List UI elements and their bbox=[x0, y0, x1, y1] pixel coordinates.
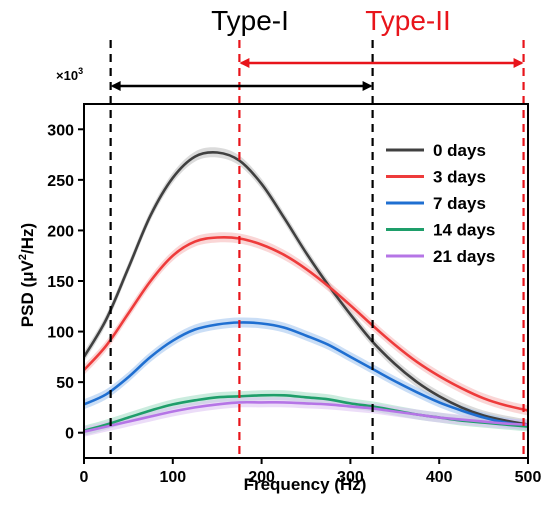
region-labels: Type-I Type-II bbox=[211, 5, 451, 36]
series-lines bbox=[82, 150, 529, 433]
x-tick-label-4: 400 bbox=[426, 469, 453, 486]
confidence-bands bbox=[84, 147, 528, 437]
x-tick-label-5: 500 bbox=[515, 469, 542, 486]
y-tick-label-5: 250 bbox=[47, 173, 74, 190]
y-axis-title-tail: /Hz) bbox=[18, 223, 37, 254]
legend-label-2: 7 days bbox=[433, 194, 486, 213]
y-axis-multiplier-exp: 3 bbox=[78, 66, 83, 76]
y-axis-multiplier: ×103 bbox=[56, 66, 83, 83]
region-label-1: Type-II bbox=[365, 5, 451, 36]
axis-ticks: 0 100 200 300 400 500 0 50 100 150 200 250 300 bbox=[47, 122, 541, 486]
region-1-arrow-head-right bbox=[513, 58, 524, 68]
y-tick-label-1: 50 bbox=[56, 375, 74, 392]
region-1-arrow-head-left bbox=[239, 58, 250, 68]
region-0-arrow-head-left bbox=[110, 81, 121, 91]
x-tick-label-3: 300 bbox=[337, 469, 364, 486]
y-axis-multiplier-base: ×10 bbox=[56, 68, 78, 83]
x-tick-label-1: 100 bbox=[159, 469, 186, 486]
region-label-0: Type-I bbox=[211, 5, 289, 36]
y-tick-label-6: 300 bbox=[47, 122, 74, 139]
y-axis-title-sup: 2 bbox=[17, 254, 29, 260]
series-line-4 bbox=[83, 400, 529, 433]
y-tick-label-3: 150 bbox=[47, 274, 74, 291]
x-axis-title: Frequency (Hz) bbox=[244, 475, 367, 494]
region-0-arrow-head-right bbox=[362, 81, 373, 91]
legend-label-0: 0 days bbox=[433, 141, 486, 160]
legend: 0 days 3 days 7 days 14 days 21 days bbox=[386, 141, 495, 266]
x-tick-label-0: 0 bbox=[80, 469, 89, 486]
y-tick-label-0: 0 bbox=[65, 426, 74, 443]
y-axis-title-main: PSD (μV bbox=[18, 259, 37, 327]
legend-label-4: 21 days bbox=[433, 247, 495, 266]
x-tick-label-2: 200 bbox=[248, 469, 275, 486]
legend-label-3: 14 days bbox=[433, 221, 495, 240]
series-line-2 bbox=[83, 321, 529, 427]
legend-label-1: 3 days bbox=[433, 168, 486, 187]
series-line-0 bbox=[82, 150, 529, 426]
series-line-1 bbox=[83, 235, 529, 412]
y-axis-title: PSD (μV2/Hz) bbox=[17, 223, 37, 327]
region-arrows bbox=[110, 58, 524, 91]
y-tick-label-4: 200 bbox=[47, 223, 74, 240]
y-tick-label-2: 100 bbox=[47, 325, 74, 342]
